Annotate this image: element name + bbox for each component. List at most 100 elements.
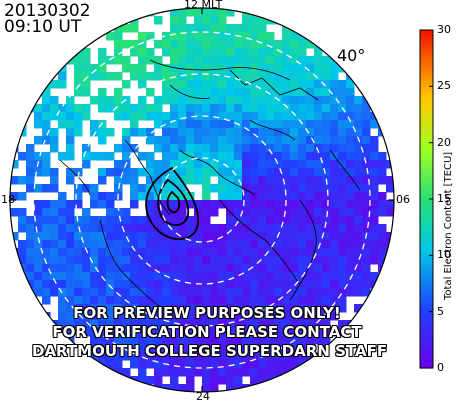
tec-cell: [258, 104, 267, 113]
tec-cell: [162, 96, 171, 105]
tec-cell: [226, 304, 235, 313]
tec-cell: [250, 96, 259, 105]
tec-cell: [154, 384, 163, 392]
tec-cell: [226, 384, 235, 392]
colorbar-segment: [420, 77, 433, 82]
tec-cell: [154, 344, 163, 353]
tec-cell: [146, 328, 155, 337]
tec-cell: [186, 48, 195, 57]
colorbar-segment: [420, 215, 433, 220]
tec-cell: [194, 296, 203, 305]
colorbar-segment: [420, 106, 433, 110]
tec-cell: [138, 192, 147, 201]
tec-cell: [202, 144, 211, 153]
tec-cell: [322, 112, 331, 121]
tec-cell: [186, 296, 195, 305]
tec-cell: [66, 216, 75, 225]
tec-cell: [122, 40, 131, 49]
colorbar-segment: [420, 294, 433, 299]
tec-cell: [186, 64, 195, 73]
tec-cell: [226, 200, 235, 209]
tec-cell: [226, 264, 235, 273]
tec-cell: [298, 72, 307, 81]
tec-cell: [194, 304, 203, 313]
tec-cell: [354, 160, 363, 169]
tec-cell: [274, 272, 283, 281]
tec-cell: [338, 264, 347, 273]
tec-cell: [250, 296, 259, 305]
tec-cell: [82, 288, 91, 297]
tec-cell: [234, 304, 243, 313]
tec-cell: [306, 72, 315, 81]
tec-cell: [322, 224, 331, 233]
tec-cell: [282, 176, 291, 185]
tec-cell: [362, 128, 371, 137]
tec-cell: [218, 352, 227, 361]
tec-cell: [202, 296, 211, 305]
tec-cell: [338, 152, 347, 161]
tec-cell: [122, 144, 131, 153]
tec-cell: [202, 120, 211, 129]
tec-cell: [42, 288, 51, 297]
tec-cell: [146, 152, 155, 161]
tec-cell: [186, 360, 195, 369]
colorbar-segment: [420, 66, 433, 71]
tec-cell: [202, 312, 211, 321]
tec-cell: [298, 48, 307, 57]
tec-cell: [282, 160, 291, 169]
tec-cell: [82, 264, 91, 273]
tec-cell: [386, 208, 394, 217]
tec-cell: [186, 56, 195, 65]
tec-cell: [250, 144, 259, 153]
tec-cell: [162, 264, 171, 273]
tec-cell: [90, 152, 99, 161]
colorbar-segment: [420, 182, 433, 186]
tec-cell: [58, 240, 67, 249]
tec-cell: [178, 304, 187, 313]
tec-cell: [178, 48, 187, 57]
tec-cell: [202, 280, 211, 289]
tec-cell: [354, 280, 363, 289]
tec-cell: [258, 88, 267, 97]
tec-cell: [154, 288, 163, 297]
tec-cell: [106, 320, 115, 329]
colorbar-segment: [420, 359, 433, 363]
colorbar-segment: [420, 153, 433, 158]
tec-cell: [322, 320, 331, 329]
tec-cell: [34, 272, 43, 281]
tec-cell: [130, 192, 139, 201]
tec-cell: [226, 48, 235, 57]
colorbar-segment: [420, 114, 433, 118]
tec-cell: [274, 168, 283, 177]
tec-cell: [314, 200, 323, 209]
tec-cell: [346, 192, 355, 201]
tec-cell: [258, 24, 267, 33]
tec-cell: [130, 144, 139, 153]
tec-cell: [306, 144, 315, 153]
colorbar-segment: [420, 120, 433, 124]
tec-cell: [274, 248, 283, 257]
tec-cell: [26, 176, 35, 185]
tec-cell: [354, 240, 363, 249]
tec-cell: [290, 48, 299, 57]
tec-cell: [250, 328, 259, 337]
tec-cell: [34, 264, 43, 273]
tec-cell: [170, 24, 179, 33]
tec-cell: [18, 208, 27, 217]
tec-cell: [210, 144, 219, 153]
tec-cell: [314, 256, 323, 265]
tec-cell: [34, 136, 43, 145]
tec-cell: [306, 128, 315, 137]
tec-cell: [170, 384, 179, 392]
colorbar-segment: [420, 227, 433, 231]
tec-cell: [82, 56, 91, 65]
tec-cell: [114, 312, 123, 321]
tec-cell: [250, 184, 259, 193]
tec-cell: [298, 280, 307, 289]
tec-cell: [162, 344, 171, 353]
tec-cell: [306, 88, 315, 97]
tec-cell: [234, 176, 243, 185]
tec-cell: [282, 296, 291, 305]
tec-cell: [154, 352, 163, 361]
tec-cell: [202, 232, 211, 241]
